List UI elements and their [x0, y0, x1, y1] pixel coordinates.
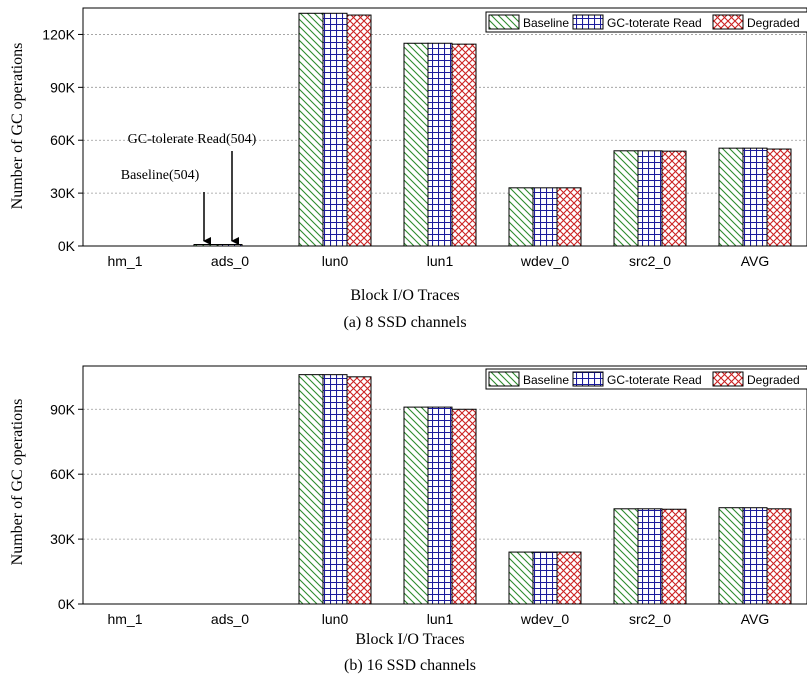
x-tick-label: ads_0 [211, 253, 249, 269]
chart-caption: (a) 8 SSD channels [343, 314, 466, 331]
bar-diagonal-lun0 [298, 12, 324, 247]
bar-crosshatch-src2_0 [661, 150, 687, 247]
bar-grid-lun0 [322, 374, 348, 605]
plot-frame [82, 365, 807, 605]
bar-crosshatch-AVG [766, 148, 792, 247]
bar-diagonal-src2_0 [613, 508, 639, 605]
plot-frame [82, 7, 807, 247]
legend-swatch [488, 371, 520, 387]
bar-crosshatch-lun0 [346, 14, 372, 247]
x-tick-label: wdev_0 [520, 253, 569, 269]
x-tick-label: src2_0 [629, 253, 671, 269]
annotation-baseline: Baseline(504) [121, 168, 200, 183]
x-tick-label: AVG [741, 253, 770, 269]
bar-grid-AVG [742, 147, 768, 247]
x-tick-label: hm_1 [107, 253, 142, 269]
x-tick-label: lun1 [427, 611, 454, 627]
bar-grid-lun0 [322, 12, 348, 247]
y-tick-label: 0K [58, 596, 76, 612]
bar-grid-src2_0 [637, 508, 663, 605]
bar-diagonal-lun0 [298, 374, 324, 605]
y-tick-label: 30K [50, 185, 76, 201]
x-tick-label: src2_0 [629, 611, 671, 627]
bar-diagonal-AVG [718, 147, 744, 247]
chart-caption: (b) 16 SSD channels [344, 657, 476, 674]
y-tick-label: 120K [42, 26, 75, 42]
y-tick-label: 0K [58, 238, 76, 254]
legend-swatch [488, 14, 520, 30]
legend-label: Baseline [523, 373, 569, 387]
legend-label: Baseline [523, 16, 569, 30]
bar-crosshatch-wdev_0 [556, 187, 582, 247]
bar-diagonal-lun1 [403, 42, 429, 247]
legend-swatch [572, 14, 604, 30]
bar-crosshatch-src2_0 [661, 508, 687, 605]
y-axis-label: Number of GC operations [9, 43, 26, 210]
bar-grid-AVG [742, 507, 768, 605]
annotation-gc-tolerate-read: GC-tolerate Read(504) [128, 132, 257, 147]
legend-label: GC-toterate Read [607, 16, 702, 30]
x-tick-label: wdev_0 [520, 611, 569, 627]
bar-diagonal-AVG [718, 507, 744, 605]
x-tick-label: ads_0 [211, 611, 249, 627]
legend-swatch [712, 14, 744, 30]
x-tick-label: lun0 [322, 611, 349, 627]
bar-crosshatch-AVG [766, 508, 792, 605]
bar-grid-src2_0 [637, 150, 663, 247]
x-tick-label: AVG [741, 611, 770, 627]
bar-diagonal-wdev_0 [508, 551, 534, 605]
legend-label: GC-toterate Read [607, 373, 702, 387]
bar-crosshatch-lun1 [451, 408, 477, 605]
y-tick-label: 60K [50, 132, 76, 148]
bar-diagonal-src2_0 [613, 150, 639, 247]
chart-8-ssd-channels: 0K 30K 60K 90K 120K hm_1 ads_0 lun0 lun1 wdev_0 sr… [9, 7, 807, 331]
bar-crosshatch-lun1 [451, 43, 477, 247]
y-axis-label: Number of GC operations [9, 399, 26, 566]
y-tick-label: 90K [50, 79, 76, 95]
x-axis-label: Block I/O Traces [355, 631, 464, 648]
y-tick-label: 90K [50, 401, 76, 417]
y-tick-label: 60K [50, 466, 76, 482]
bar-grid-wdev_0 [532, 187, 558, 247]
bar-grid-lun1 [427, 406, 453, 605]
x-axis-label: Block I/O Traces [350, 287, 459, 304]
chart-16-ssd-channels: 0K 30K 60K 90K hm_1 ads_0 lun0 lun1 wdev_0 src2_0… [9, 365, 807, 674]
bar-diagonal-lun1 [403, 406, 429, 605]
legend-label: Degraded [747, 373, 800, 387]
bar-diagonal-wdev_0 [508, 187, 534, 247]
x-tick-label: lun1 [427, 253, 454, 269]
legend-swatch [572, 371, 604, 387]
y-tick-label: 30K [50, 531, 76, 547]
x-tick-label: lun0 [322, 253, 349, 269]
legend-swatch [712, 371, 744, 387]
bar-grid-wdev_0 [532, 551, 558, 605]
bar-grid-lun1 [427, 42, 453, 247]
legend: Baseline GC-toterate Read Degraded [485, 368, 807, 390]
legend-label: Degraded [747, 16, 800, 30]
bar-crosshatch-wdev_0 [556, 551, 582, 605]
bar-crosshatch-lun0 [346, 376, 372, 605]
legend: Baseline GC-toterate Read Degraded [485, 11, 807, 33]
x-tick-label: hm_1 [107, 611, 142, 627]
